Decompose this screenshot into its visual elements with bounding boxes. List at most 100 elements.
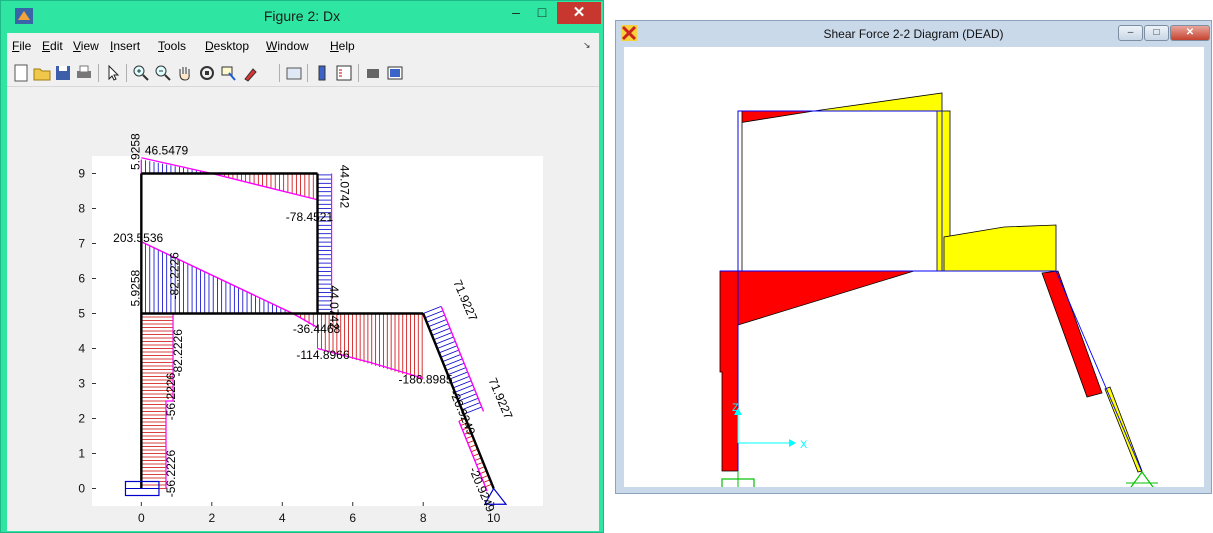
value-label: 46.5479 (145, 143, 189, 157)
shear-region-positive (737, 110, 743, 272)
figure-titlebar[interactable]: Figure 2: Dx – □ ✕ (1, 1, 603, 33)
value-label: -56.2226 (164, 450, 178, 498)
shear-region-negative (719, 270, 739, 472)
diagram-envelope (317, 347, 424, 379)
shear-region-positive (813, 92, 943, 112)
diagram-hatch-positive (461, 402, 481, 411)
value-label: -36.4468 (293, 322, 341, 336)
diagram-hatch-positive (424, 310, 444, 319)
menu-insert[interactable]: Insert (110, 39, 141, 53)
insert-colorbar-icon[interactable] (312, 63, 332, 83)
diagram-envelope (165, 313, 174, 489)
x-tick-label: 0 (138, 511, 145, 525)
data-cursor-icon[interactable] (219, 63, 239, 83)
link-plot-icon[interactable] (284, 63, 304, 83)
value-label: -82.2226 (171, 329, 185, 377)
save-icon[interactable] (53, 63, 73, 83)
diagram-hatch-positive (430, 323, 449, 332)
pin-support-icon (483, 487, 508, 505)
shear-region-negative (1041, 270, 1103, 398)
value-label: -114.8966 (296, 348, 349, 362)
value-label: 44.0742 (327, 286, 341, 330)
open-file-icon[interactable] (32, 63, 52, 83)
diagram-hatch-positive (451, 375, 470, 384)
diagram-hatch-positive (440, 349, 459, 358)
minimize-button[interactable]: – (512, 4, 520, 20)
diagram-hatch-positive (442, 354, 461, 362)
menu-tools[interactable]: Tools (158, 39, 187, 53)
show-plot-tools-icon[interactable] (385, 63, 405, 83)
maximize-button[interactable]: □ (537, 4, 547, 20)
toolbar-separator (98, 64, 99, 82)
print-icon[interactable] (74, 63, 94, 83)
diagram-hatch-positive (444, 358, 463, 367)
x-tick-label: 2 (208, 511, 215, 525)
toolbar-separator (279, 64, 280, 82)
insert-legend-icon[interactable] (334, 63, 354, 83)
hide-plot-tools-icon[interactable] (363, 63, 383, 83)
diagram-hatch-positive (458, 393, 477, 402)
close-button[interactable]: ✕ (557, 2, 601, 24)
menu-window[interactable]: Window (266, 39, 309, 53)
matlab-icon (15, 8, 33, 24)
value-label: 5.9258 (129, 269, 143, 306)
shear-region-negative (737, 270, 915, 326)
value-label: 5.9258 (129, 133, 143, 170)
diagram-hatch-positive (447, 367, 467, 376)
diagram-envelope (440, 306, 485, 412)
y-tick-label: 4 (78, 342, 85, 356)
diagram-hatch-positive (435, 336, 454, 345)
rotate-3d-icon[interactable] (197, 63, 217, 83)
figure-plot-area: 0 2 4 6 8 10012345678946.54795.925844.0742-78… (78, 133, 543, 525)
menu-desktop[interactable]: Desktop (205, 39, 250, 53)
new-figure-icon[interactable] (11, 63, 31, 83)
menu-view[interactable]: View (73, 39, 99, 53)
close-button[interactable]: ✕ (1170, 25, 1210, 41)
pan-icon[interactable] (175, 63, 195, 83)
value-label: 203.5536 (113, 231, 163, 245)
value-label: -78.4521 (286, 210, 334, 224)
y-tick-label: 9 (78, 167, 85, 181)
menu-file[interactable]: File (12, 39, 32, 53)
y-tick-label: 2 (78, 412, 85, 426)
sap-window-title: Shear Force 2-2 Diagram (DEAD) (823, 27, 1004, 41)
x-tick-label: 8 (420, 511, 427, 525)
diagram-hatch-positive (437, 340, 456, 349)
figure-window: Figure 2: Dx – □ ✕ File Edit View Insert Too… (0, 0, 604, 533)
pointer-icon[interactable] (103, 63, 123, 83)
z-axis-label: Z (732, 402, 739, 414)
diagram-hatch-positive (453, 380, 472, 389)
diagram-envelope (458, 420, 488, 492)
value-label: -186.8985 (399, 373, 453, 387)
pin-support-icon (1124, 470, 1160, 495)
y-tick-label: 6 (78, 272, 85, 286)
figure-toolbar (7, 59, 599, 87)
sap-app-icon (621, 25, 637, 41)
minimize-button[interactable]: – (1118, 25, 1143, 41)
diagram-hatch-positive (445, 362, 465, 371)
shear-diagram: XZ (719, 92, 1160, 496)
diagram-hatch-positive (426, 314, 445, 323)
x-tick-label: 6 (349, 511, 356, 525)
sap-titlebar[interactable]: Shear Force 2-2 Diagram (DEAD) – □ ✕ (616, 21, 1211, 47)
menu-edit[interactable]: Edit (42, 39, 63, 53)
shear-region-positive (914, 224, 1057, 272)
value-label: -82.2226 (167, 252, 181, 300)
zoom-in-icon[interactable] (131, 63, 151, 83)
dock-arrow-icon[interactable]: ↘ (583, 40, 591, 50)
y-tick-label: 1 (78, 447, 85, 461)
frame-member (1055, 270, 1143, 473)
window-title: Figure 2: Dx (263, 8, 341, 24)
zoom-out-icon[interactable] (153, 63, 173, 83)
diagram-hatch-positive (454, 384, 474, 393)
y-tick-label: 5 (78, 307, 85, 321)
y-tick-label: 7 (78, 237, 85, 251)
maximize-button[interactable]: □ (1144, 25, 1169, 41)
brush-icon[interactable] (241, 63, 261, 83)
diagram-hatch-positive (423, 305, 442, 314)
frame-member (422, 313, 495, 489)
menu-help[interactable]: Help (330, 39, 355, 53)
